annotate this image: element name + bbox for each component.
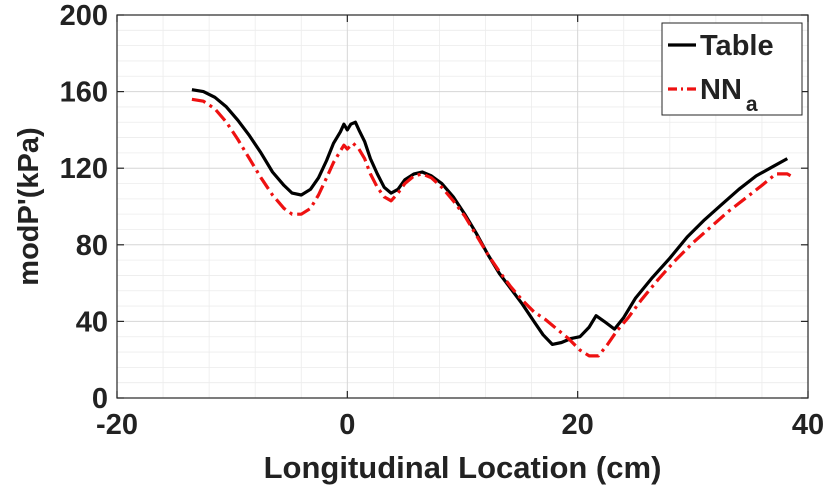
x-tick-label: -20 [96,409,138,441]
y-tick-label: 40 [76,306,108,338]
y-tick-label: 0 [92,383,108,415]
y-tick-label: 160 [60,77,108,109]
series-layer [191,88,795,358]
minor-grid [117,15,808,398]
legend-label-nn-subscript: a [746,93,758,116]
axis-ticks [116,14,809,399]
y-axis-label: modP'(kPa) [13,127,45,285]
y-tick-label: 80 [76,230,108,262]
y-tick-label: 120 [60,153,108,185]
legend-label-table: Table [700,30,774,62]
x-tick-label: 0 [339,409,355,441]
x-axis-label: Longitudinal Location (cm) [264,450,662,485]
x-tick-label: 20 [562,409,594,441]
x-tick-label: 40 [792,409,824,441]
plot-frame [116,14,809,399]
legend: Table NN a [661,22,803,116]
legend-label-nn: NN a [700,74,758,116]
y-tick-label: 200 [60,0,108,32]
legend-label-nn-main: NN [700,74,742,106]
series-line-table [191,88,789,346]
series-line-nn [191,97,795,358]
legend-box [661,22,803,116]
